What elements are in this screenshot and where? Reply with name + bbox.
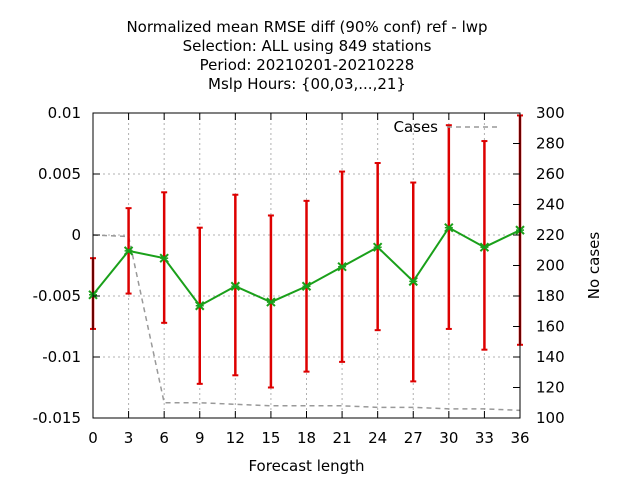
- x-axis-label: Forecast length: [248, 457, 364, 475]
- x-tick-label: 12: [226, 429, 245, 447]
- y2-tick-label: 280: [536, 135, 565, 153]
- cases-line: [92, 234, 521, 412]
- x-tick-label: 3: [124, 429, 134, 447]
- y2-tick-label: 220: [536, 226, 565, 244]
- data-point: [408, 276, 418, 287]
- data-point: [301, 281, 312, 291]
- data-point: [123, 246, 134, 256]
- y-tick-label: 0.01: [48, 104, 81, 122]
- y2-tick-label: 160: [536, 318, 565, 336]
- x-tick-label: 0: [88, 429, 98, 447]
- data-point: [195, 301, 205, 311]
- legend-label: Cases: [393, 118, 438, 136]
- x-tick-label: 18: [297, 429, 316, 447]
- data-point: [444, 222, 454, 233]
- x-tick-label: 9: [195, 429, 205, 447]
- chart-title: Normalized mean RMSE diff (90% conf) ref…: [126, 18, 487, 93]
- y-axis-ticks: 0.01 0.005 0 -0.005 -0.01 -0.015: [33, 104, 520, 427]
- y2-tick-label: 240: [536, 196, 565, 214]
- data-point: [266, 297, 276, 307]
- title-line: Period: 20210201-20210228: [200, 56, 415, 74]
- y-tick-label: -0.005: [33, 287, 81, 305]
- x-tick-label: 21: [333, 429, 352, 447]
- y2-tick-label: 100: [536, 409, 565, 427]
- cases-series: [92, 234, 521, 412]
- x-tick-label: 27: [404, 429, 423, 447]
- y2-axis-ticks: 300 280 260 240 220 200 180 160 140 120 100: [513, 104, 565, 427]
- y2-tick-label: 300: [536, 104, 565, 122]
- y2-tick-label: 260: [536, 165, 565, 183]
- x-tick-label: 6: [159, 429, 169, 447]
- y2-axis-label: No cases: [585, 232, 603, 300]
- y2-tick-label: 120: [536, 379, 565, 397]
- data-point: [159, 253, 169, 263]
- error-bars: [90, 114, 523, 389]
- data-point: [337, 262, 347, 272]
- title-line: Selection: ALL using 849 stations: [183, 37, 432, 55]
- legend: Cases: [393, 118, 498, 136]
- x-tick-label: 36: [510, 429, 529, 447]
- data-point: [230, 281, 241, 291]
- y2-tick-label: 140: [536, 348, 565, 366]
- x-axis-ticks: 0 3 6 9 12 15 18 21 24 27 30 33 36: [88, 113, 530, 447]
- y-tick-label: -0.015: [33, 409, 81, 427]
- y2-tick-label: 180: [536, 287, 565, 305]
- y2-tick-label: 200: [536, 257, 565, 275]
- x-tick-label: 33: [475, 429, 494, 447]
- main-series: [88, 222, 525, 311]
- title-line: Mslp Hours: {00,03,...,21}: [208, 75, 406, 93]
- x-tick-label: 24: [368, 429, 387, 447]
- y-tick-label: 0.005: [38, 165, 81, 183]
- title-line: Normalized mean RMSE diff (90% conf) ref…: [126, 18, 487, 36]
- x-tick-label: 30: [439, 429, 458, 447]
- y-tick-label: -0.01: [42, 348, 81, 366]
- data-point: [479, 242, 490, 252]
- data-point: [372, 242, 383, 252]
- y-tick-label: 0: [71, 226, 81, 244]
- x-tick-label: 15: [261, 429, 280, 447]
